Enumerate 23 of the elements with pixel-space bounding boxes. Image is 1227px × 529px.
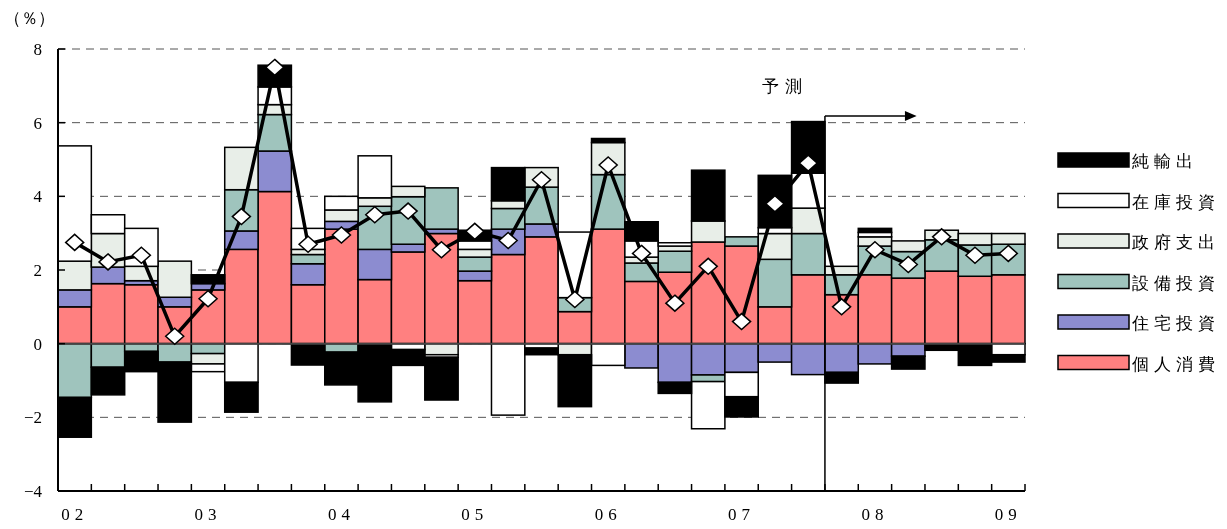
x-tick-label: 06: [594, 505, 622, 524]
y-tick-label: 6: [33, 113, 42, 133]
legend-label: 設備投資: [1132, 273, 1220, 293]
y-tick-label: −4: [23, 482, 43, 501]
legend-label: 在庫投資: [1132, 192, 1220, 212]
annotation: 予測: [761, 77, 808, 96]
x-tick-label: 03: [194, 505, 222, 524]
legend-label: 住宅投資: [1131, 314, 1220, 333]
x-tick-label: 09: [994, 505, 1022, 524]
y-tick-label: 8: [33, 40, 42, 59]
y-tick-label: 4: [33, 187, 43, 207]
x-tick-label: 05: [461, 505, 489, 524]
y-axis-title: （％）: [4, 9, 55, 28]
y-tick-label: 0: [33, 334, 42, 354]
x-tick-label: 08: [861, 505, 889, 524]
legend-label: 政府支出: [1132, 233, 1220, 252]
y-tick-label: −2: [23, 408, 42, 428]
legend-label: 純輸出: [1132, 152, 1198, 171]
x-tick-label: 07: [728, 505, 756, 524]
legend-label: 個人消費: [1132, 354, 1220, 374]
x-tick-label: 02: [61, 505, 89, 524]
y-tick-label: 2: [33, 261, 42, 280]
x-tick-label: 04: [327, 505, 355, 524]
